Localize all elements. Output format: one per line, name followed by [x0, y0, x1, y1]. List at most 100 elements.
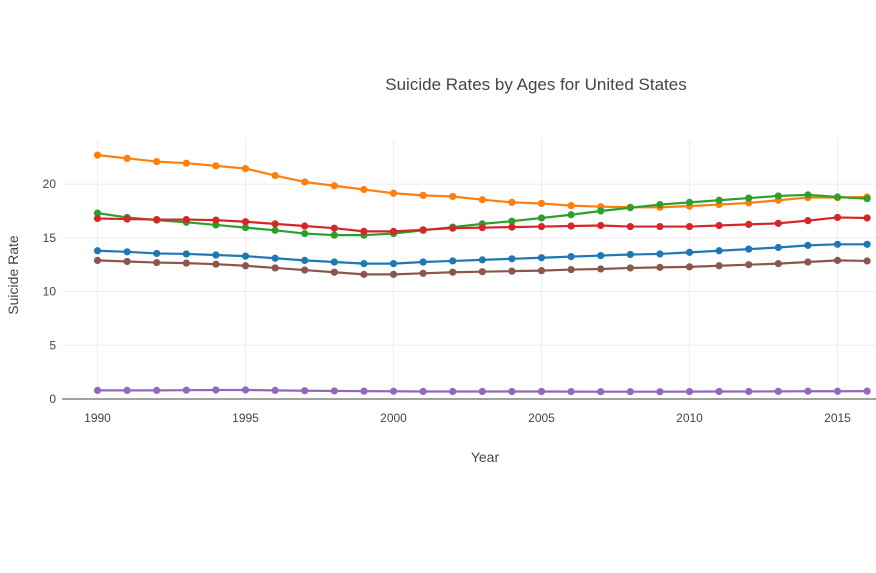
- data-point[interactable]: [330, 268, 338, 276]
- data-point[interactable]: [182, 259, 190, 267]
- data-point[interactable]: [478, 268, 486, 276]
- data-point[interactable]: [715, 196, 723, 204]
- data-point[interactable]: [567, 387, 575, 396]
- data-point[interactable]: [567, 222, 575, 230]
- data-point[interactable]: [597, 251, 605, 260]
- data-point[interactable]: [123, 248, 131, 256]
- data-point[interactable]: [271, 220, 279, 228]
- data-point[interactable]: [449, 192, 457, 201]
- data-point[interactable]: [537, 387, 546, 396]
- data-point[interactable]: [93, 386, 102, 394]
- data-point[interactable]: [419, 226, 427, 234]
- data-point[interactable]: [271, 264, 279, 272]
- data-point[interactable]: [123, 386, 131, 394]
- data-point[interactable]: [360, 185, 368, 194]
- data-point[interactable]: [93, 214, 102, 223]
- data-point[interactable]: [449, 387, 457, 396]
- data-point[interactable]: [774, 260, 782, 268]
- data-point[interactable]: [508, 387, 516, 396]
- data-point[interactable]: [863, 240, 871, 248]
- data-point[interactable]: [715, 221, 723, 230]
- data-point[interactable]: [537, 267, 546, 275]
- data-point[interactable]: [212, 162, 220, 170]
- data-point[interactable]: [685, 248, 694, 256]
- data-point[interactable]: [301, 256, 309, 264]
- data-point[interactable]: [508, 223, 516, 231]
- data-point[interactable]: [271, 226, 279, 234]
- data-point[interactable]: [478, 256, 486, 264]
- data-point[interactable]: [301, 178, 309, 186]
- data-point[interactable]: [153, 157, 161, 166]
- data-point[interactable]: [360, 270, 368, 278]
- data-point[interactable]: [389, 189, 398, 197]
- data-point[interactable]: [685, 387, 694, 396]
- data-point[interactable]: [241, 164, 250, 173]
- data-point[interactable]: [745, 245, 753, 253]
- data-point[interactable]: [685, 198, 694, 206]
- data-point[interactable]: [301, 387, 309, 395]
- data-point[interactable]: [153, 386, 161, 394]
- data-point[interactable]: [656, 250, 664, 258]
- data-point[interactable]: [804, 191, 812, 199]
- data-point[interactable]: [182, 386, 190, 394]
- data-point[interactable]: [774, 387, 782, 395]
- data-point[interactable]: [301, 266, 309, 274]
- data-point[interactable]: [93, 247, 102, 255]
- data-point[interactable]: [241, 252, 250, 260]
- data-point[interactable]: [863, 257, 871, 265]
- data-point[interactable]: [833, 240, 842, 248]
- data-point[interactable]: [656, 222, 664, 231]
- data-point[interactable]: [241, 386, 250, 394]
- data-point[interactable]: [715, 247, 723, 255]
- data-point[interactable]: [360, 387, 368, 395]
- data-point[interactable]: [212, 251, 220, 259]
- data-point[interactable]: [833, 256, 842, 264]
- data-point[interactable]: [330, 387, 338, 395]
- data-point[interactable]: [567, 265, 575, 274]
- data-point[interactable]: [153, 215, 161, 224]
- data-point[interactable]: [449, 257, 457, 265]
- data-point[interactable]: [537, 199, 546, 208]
- data-point[interactable]: [656, 388, 664, 396]
- data-point[interactable]: [863, 195, 871, 203]
- data-point[interactable]: [863, 387, 871, 395]
- data-point[interactable]: [745, 194, 753, 202]
- data-point[interactable]: [567, 253, 575, 261]
- data-point[interactable]: [153, 249, 161, 258]
- data-point[interactable]: [626, 264, 634, 272]
- data-point[interactable]: [597, 221, 605, 230]
- data-point[interactable]: [863, 214, 871, 222]
- data-point[interactable]: [745, 261, 753, 269]
- data-point[interactable]: [241, 224, 250, 232]
- data-point[interactable]: [123, 215, 131, 223]
- data-point[interactable]: [389, 227, 398, 235]
- data-point[interactable]: [656, 263, 664, 271]
- data-point[interactable]: [508, 217, 516, 225]
- data-point[interactable]: [182, 215, 190, 224]
- data-point[interactable]: [745, 220, 753, 229]
- data-point[interactable]: [537, 222, 546, 231]
- data-point[interactable]: [330, 224, 338, 232]
- data-point[interactable]: [182, 250, 190, 258]
- data-point[interactable]: [212, 386, 220, 394]
- data-point[interactable]: [774, 192, 782, 200]
- data-point[interactable]: [804, 258, 812, 266]
- data-point[interactable]: [685, 222, 694, 231]
- data-point[interactable]: [271, 386, 279, 394]
- data-point[interactable]: [567, 211, 575, 219]
- data-point[interactable]: [419, 269, 427, 277]
- data-point[interactable]: [301, 229, 309, 238]
- data-point[interactable]: [330, 231, 338, 239]
- data-point[interactable]: [804, 387, 812, 395]
- data-point[interactable]: [597, 388, 605, 396]
- data-point[interactable]: [360, 227, 368, 235]
- data-point[interactable]: [449, 224, 457, 232]
- data-point[interactable]: [419, 191, 427, 199]
- data-point[interactable]: [774, 243, 782, 252]
- data-point[interactable]: [685, 263, 694, 271]
- data-point[interactable]: [330, 182, 338, 190]
- data-point[interactable]: [478, 387, 486, 396]
- data-point[interactable]: [212, 216, 220, 224]
- data-point[interactable]: [271, 171, 279, 180]
- data-point[interactable]: [419, 258, 427, 266]
